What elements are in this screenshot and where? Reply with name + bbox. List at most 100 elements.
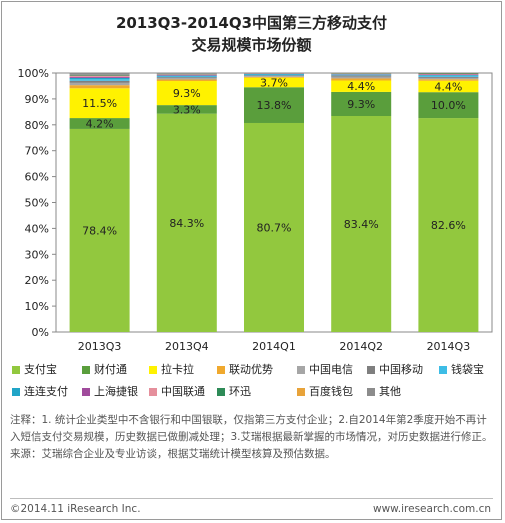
legend-label: 中国移动 bbox=[379, 363, 423, 376]
legend-label: 其他 bbox=[379, 385, 401, 398]
bar-segment bbox=[69, 118, 130, 129]
legend-swatch bbox=[367, 366, 375, 374]
data-label: 78.4% bbox=[82, 224, 117, 237]
data-label: 3.7% bbox=[260, 76, 288, 89]
data-label: 84.3% bbox=[169, 217, 204, 230]
bar-segment bbox=[156, 76, 217, 78]
bar-segment bbox=[156, 113, 217, 333]
bar-segment bbox=[156, 105, 217, 114]
legend-label: 中国电信 bbox=[309, 363, 353, 376]
note-text: 注释：1. 统计企业类型中不含银行和中国银联，仅指第三方支付企业；2.自2014… bbox=[10, 414, 493, 443]
bar-segment bbox=[69, 80, 130, 83]
y-tick-label: 0% bbox=[32, 326, 49, 339]
y-tick-label: 80% bbox=[25, 119, 49, 132]
bar-segment bbox=[156, 73, 217, 74]
bar-segment bbox=[418, 92, 479, 119]
y-tick-label: 90% bbox=[25, 93, 49, 106]
bar-segment bbox=[418, 118, 479, 332]
legend-swatch bbox=[82, 366, 90, 374]
bar-segment bbox=[418, 73, 479, 75]
legend-label: 支付宝 bbox=[24, 363, 57, 376]
bar-segment bbox=[331, 74, 392, 75]
y-tick-label: 50% bbox=[25, 197, 49, 210]
legend-label: 钱袋宝 bbox=[451, 363, 484, 376]
y-tick-label: 70% bbox=[25, 145, 49, 158]
bar-segment bbox=[418, 74, 479, 76]
x-tick-label: 2014Q3 bbox=[427, 340, 471, 353]
legend-swatch bbox=[217, 388, 225, 396]
legend-swatch bbox=[217, 366, 225, 374]
data-label: 11.5% bbox=[82, 97, 117, 110]
bar-segment bbox=[331, 74, 392, 76]
bar-segment bbox=[69, 82, 130, 86]
bar-segment bbox=[331, 76, 392, 79]
bar-segment bbox=[156, 78, 217, 80]
y-tick-label: 20% bbox=[25, 274, 49, 287]
bar-segment bbox=[331, 75, 392, 77]
y-tick-label: 10% bbox=[25, 300, 49, 313]
bar-segment bbox=[69, 74, 130, 76]
legend-label: 拉卡拉 bbox=[161, 363, 194, 376]
bar-segment bbox=[69, 76, 130, 78]
legend-label: 连连支付 bbox=[24, 385, 68, 398]
bar-segment bbox=[244, 74, 304, 75]
y-tick-label: 40% bbox=[25, 222, 49, 235]
data-label: 4.4% bbox=[434, 80, 462, 93]
legend-label: 环迅 bbox=[229, 385, 251, 398]
x-tick-label: 2013Q4 bbox=[165, 340, 209, 353]
website-text: www.iresearch.com.cn bbox=[372, 503, 491, 515]
stacked-bar-chart: 0% 10% 20% 30% 40% 50% 60% 70% 80% 90% 100% 78.4% 4.… bbox=[18, 67, 493, 353]
bar-segment bbox=[69, 79, 130, 81]
bar-segment bbox=[156, 73, 217, 75]
bar-segment bbox=[156, 74, 217, 76]
bar-segment bbox=[244, 87, 304, 123]
legend-swatch bbox=[297, 366, 305, 374]
bar-segment bbox=[418, 75, 479, 77]
bar-segment bbox=[156, 81, 217, 106]
data-label: 9.3% bbox=[347, 98, 375, 111]
data-label: 4.4% bbox=[347, 80, 375, 93]
y-tick-label: 30% bbox=[25, 248, 49, 261]
legend-label: 上海捷银 bbox=[94, 385, 138, 398]
bar-segment bbox=[331, 80, 392, 92]
bar-segment bbox=[156, 79, 217, 82]
data-label: 9.3% bbox=[173, 87, 201, 100]
y-tick-label: 100% bbox=[18, 67, 49, 80]
bar-segment bbox=[418, 75, 479, 76]
bar-segment bbox=[244, 76, 304, 77]
legend-swatch bbox=[12, 366, 20, 374]
legend-label: 联动优势 bbox=[229, 363, 273, 376]
bar-segment bbox=[331, 91, 392, 116]
legend-label: 财付通 bbox=[94, 363, 127, 376]
legend-swatch bbox=[149, 366, 157, 374]
legend-swatch bbox=[297, 388, 305, 396]
bar-segment bbox=[69, 128, 130, 332]
data-label: 13.8% bbox=[257, 99, 292, 112]
bar-segment bbox=[69, 85, 130, 89]
bar-segment bbox=[331, 78, 392, 81]
y-tick-label: 60% bbox=[25, 171, 49, 184]
data-label: 83.4% bbox=[344, 218, 379, 231]
bar-segment bbox=[244, 74, 304, 76]
bar-segment bbox=[418, 74, 479, 75]
legend-swatch bbox=[149, 388, 157, 396]
bar-segment bbox=[418, 80, 479, 93]
legend-swatch bbox=[367, 388, 375, 396]
bar-segment bbox=[244, 122, 304, 332]
bar-segment bbox=[156, 77, 217, 79]
data-label: 80.7% bbox=[257, 221, 292, 234]
data-label: 4.2% bbox=[86, 118, 114, 131]
bar-segment bbox=[331, 115, 392, 332]
source-text: 来源：艾瑞综合企业及专业访谈，根据艾瑞统计模型核算及预估数据。 bbox=[10, 448, 336, 460]
x-tick-label: 2014Q2 bbox=[339, 340, 383, 353]
bar-segment bbox=[69, 73, 130, 75]
chart-title: 2013Q3-2014Q3中国第三方移动支付 交易规模市场份额 bbox=[2, 12, 501, 56]
bar-segment bbox=[69, 75, 130, 77]
copyright-text: ©2014.11 iResearch Inc. bbox=[10, 503, 141, 515]
bar-segment bbox=[156, 75, 217, 76]
x-tick-label: 2014Q1 bbox=[252, 340, 296, 353]
chart-notes: 注释：1. 统计企业类型中不含银行和中国银联，仅指第三方支付企业；2.自2014… bbox=[10, 412, 495, 463]
legend-swatch bbox=[439, 366, 447, 374]
chart-title-line-2: 交易规模市场份额 bbox=[191, 36, 312, 54]
